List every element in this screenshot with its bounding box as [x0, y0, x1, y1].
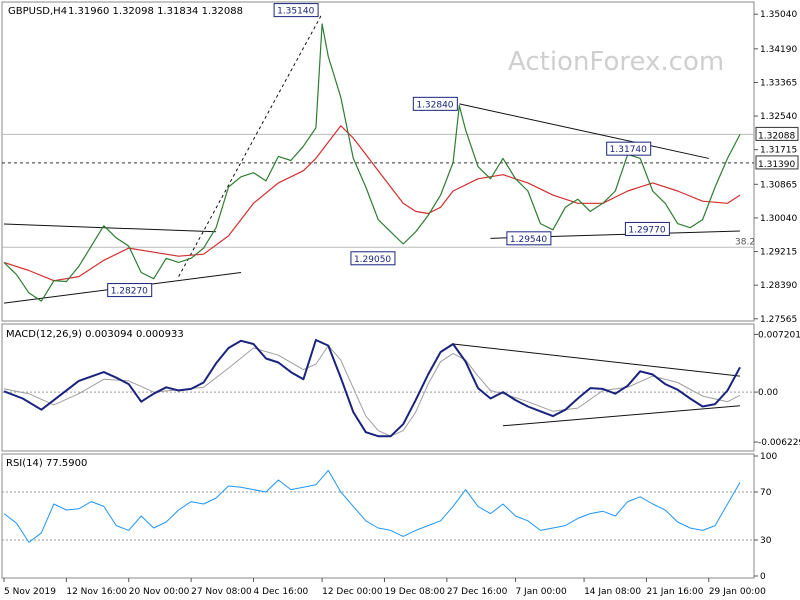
swing-label: 1.29770 — [628, 225, 665, 235]
x-tick-label: 27 Dec 16:00 — [447, 587, 508, 597]
price-trendline — [3, 223, 217, 233]
rsi-y-tick-label: 0 — [760, 572, 766, 582]
price-y-tick-label: 1.30040 — [760, 214, 797, 224]
price-y-tick-label: 1.31715 — [760, 146, 797, 156]
swing-label: 1.35140 — [277, 7, 314, 17]
swing-label: 1.29540 — [510, 235, 547, 245]
rsi-y-tick-label: 30 — [760, 536, 772, 546]
swing-label-box — [606, 141, 652, 156]
price-panel-frame — [1, 1, 755, 322]
x-tick-label: 4 Dec 16:00 — [253, 587, 308, 597]
price-y-tick-label: 1.28390 — [760, 281, 797, 291]
macd-y-tick-label: -0.006229 — [758, 438, 800, 448]
price-level-tag — [755, 126, 799, 141]
x-tick-label: 27 Nov 08:00 — [191, 587, 252, 597]
chart-header-symbol: GBPUSD,H4 — [8, 6, 67, 17]
price-y-tick-label: 1.33365 — [760, 78, 797, 88]
price-y-tick-label: 1.35040 — [760, 10, 797, 20]
watermark: ActionForex.com — [508, 47, 724, 77]
price-level-tag-label: 1.31390 — [758, 160, 795, 170]
macd-trendline — [453, 343, 741, 377]
swing-label: 1.29050 — [354, 255, 391, 265]
swing-label-box — [273, 3, 319, 18]
price-y-tick-label: 1.32540 — [760, 112, 797, 122]
rsi-y-tick-label: 100 — [760, 452, 777, 462]
fib-level-label: 38.2 — [735, 237, 755, 247]
swing-label: 1.32840 — [416, 100, 453, 110]
x-tick-label: 12 Nov 16:00 — [66, 587, 127, 597]
macd-title: MACD(12,26,9) 0.003094 0.000933 — [6, 329, 184, 340]
series-layer — [3, 23, 741, 543]
price-y-tick-label: 1.29215 — [760, 248, 797, 258]
macd-panel-frame — [1, 323, 755, 452]
swing-label-box — [412, 96, 458, 111]
macd-y-tick-label: 0.007201 — [758, 330, 800, 340]
rsi-panel-frame — [1, 453, 755, 579]
swing-label: 1.28270 — [111, 287, 148, 297]
x-tick-label: 19 Dec 08:00 — [384, 587, 445, 597]
macd-line — [3, 339, 741, 438]
price-line — [3, 23, 741, 302]
rsi-y-tick-label: 70 — [760, 488, 772, 498]
macd-y-tick-label: 0.00 — [758, 388, 778, 398]
price-y-tick-label: 1.30865 — [760, 180, 797, 190]
x-tick-label: 12 Dec 00:00 — [322, 587, 383, 597]
axis-layer: 1.32088 1.31390 1.35040 1.34190 1.33365 1.325… — [3, 10, 800, 597]
macd-trendline — [502, 405, 741, 427]
swing-label-box — [624, 221, 670, 236]
rsi-title: RSI(14) 77.5900 — [6, 458, 87, 469]
swing-label-box — [506, 231, 552, 246]
x-tick-label: 21 Jan 16:00 — [646, 587, 703, 597]
rsi-line — [3, 469, 741, 543]
x-tick-label: 20 Nov 00:00 — [129, 587, 190, 597]
swing-label-box — [107, 283, 153, 298]
price-y-tick-label: 1.34190 — [760, 45, 797, 55]
annotation-layer: 38.2 1.35140 1.32840 1.31740 1.29540 1.29770 1… — [107, 3, 755, 298]
price-y-tick-label: 1.27565 — [760, 315, 797, 325]
price-level-tag — [755, 155, 799, 170]
price-trendline — [459, 103, 709, 159]
price-trendline — [178, 13, 323, 277]
grid-layer — [2, 133, 754, 541]
chart-header-ohlc: 1.31960 1.32098 1.31834 1.32088 — [68, 6, 243, 17]
x-tick-label: 14 Jan 08:00 — [584, 587, 641, 597]
swing-label: 1.31740 — [610, 145, 647, 155]
x-tick-label: 7 Jan 00:00 — [515, 587, 567, 597]
x-tick-label: 5 Nov 2019 — [4, 587, 56, 597]
swing-label-box — [350, 251, 396, 266]
price-level-tag-label: 1.32088 — [758, 131, 795, 141]
x-tick-label: 29 Jan 00:00 — [709, 587, 766, 597]
